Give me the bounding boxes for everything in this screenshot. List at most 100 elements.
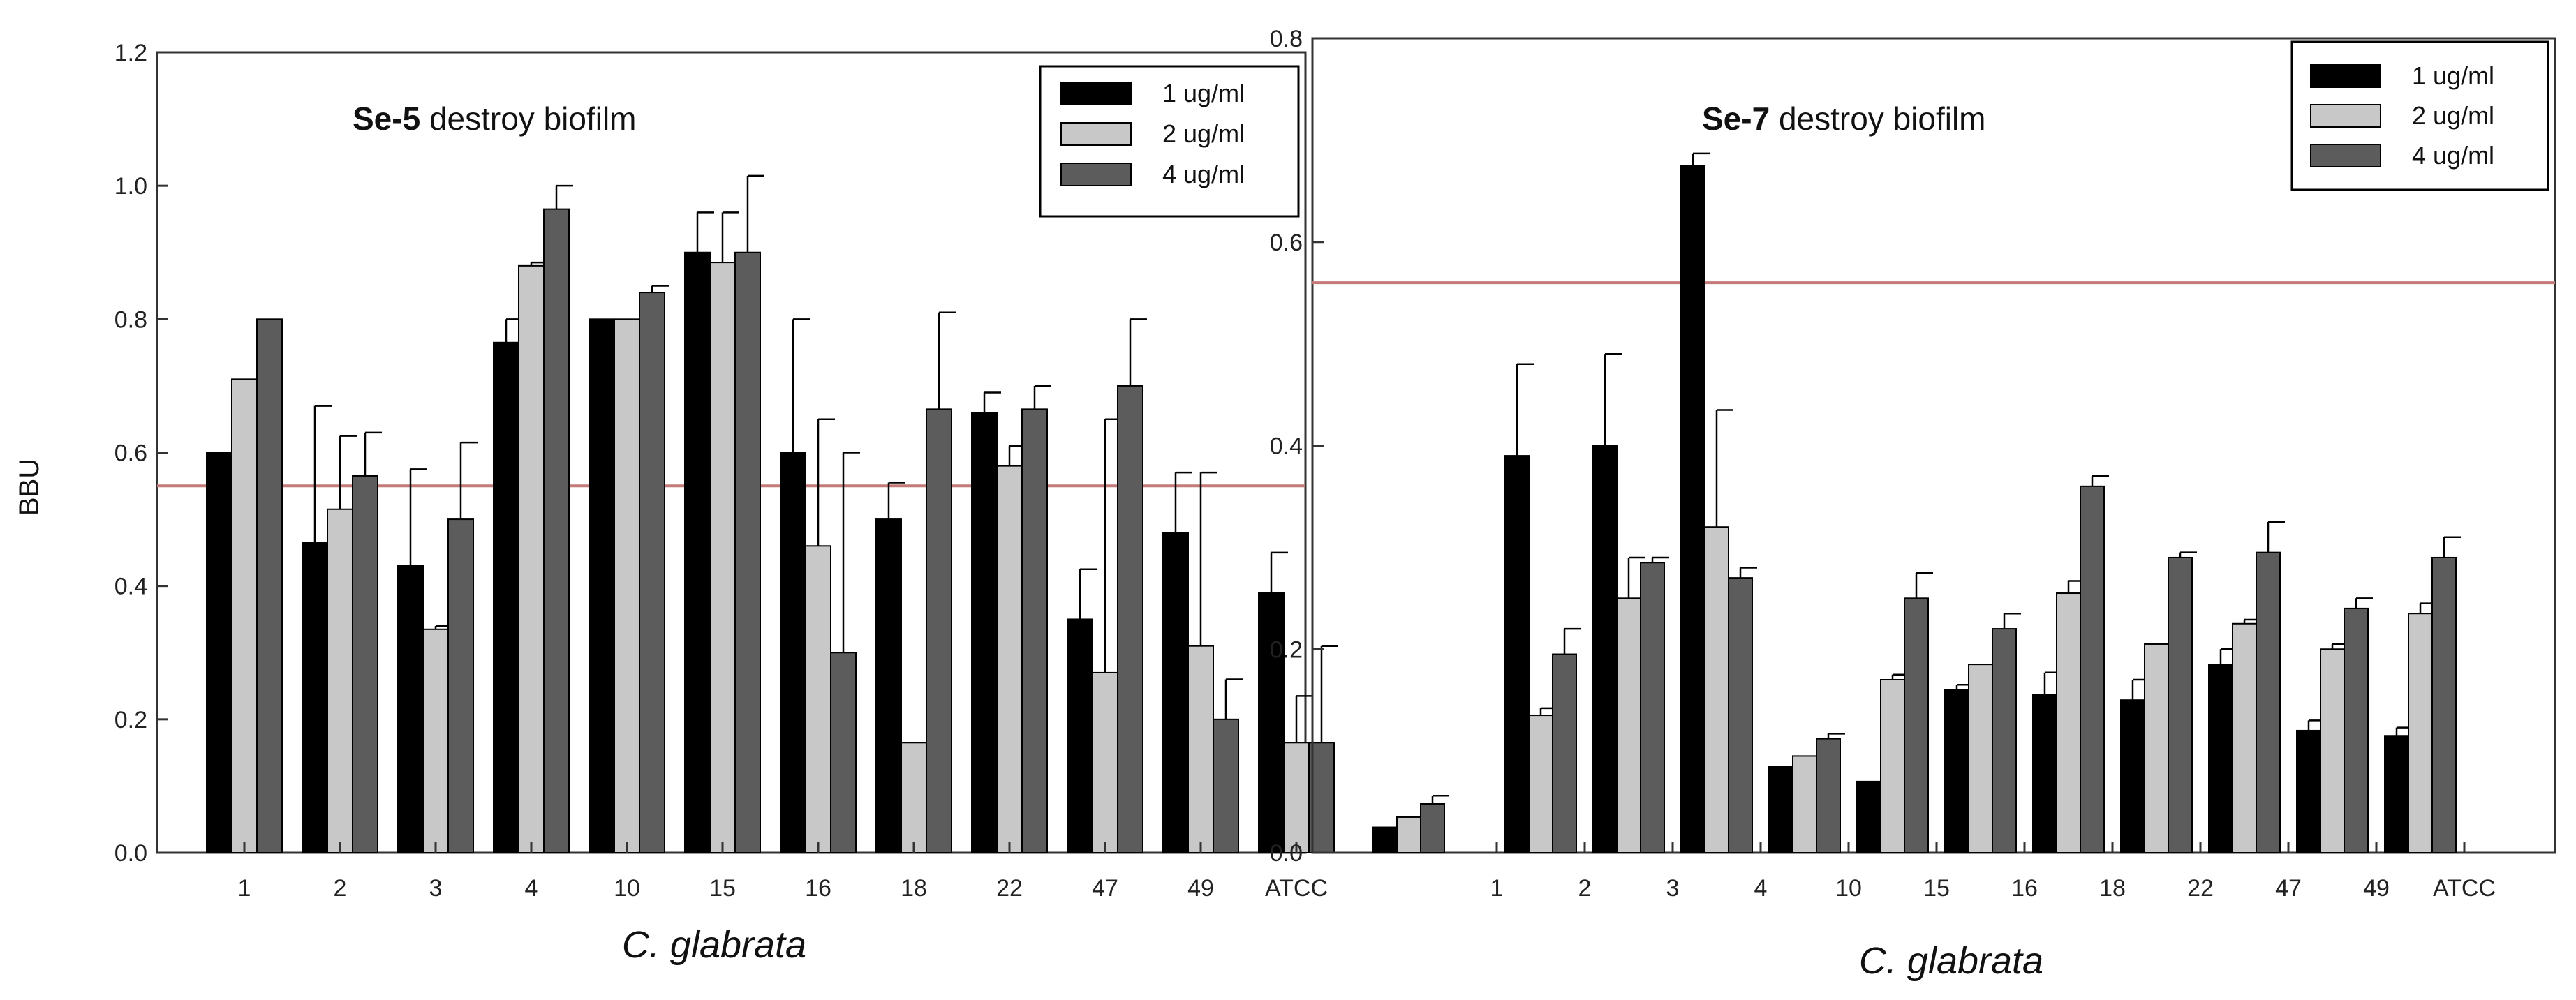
chart1-bar-18-s2 bbox=[901, 742, 927, 853]
chart2-bar-18-s3 bbox=[2168, 556, 2193, 854]
chart1-bar-15-s2 bbox=[709, 262, 736, 853]
chart1-bar-16-s2 bbox=[805, 545, 831, 853]
chart2-bar-49-s1 bbox=[2384, 735, 2409, 854]
chart1-bar-15-s3 bbox=[734, 251, 761, 853]
chart2-bar-lead-s3 bbox=[1420, 803, 1445, 853]
chart1-ytick-label: 0.2 bbox=[114, 707, 147, 733]
chart1-bar-15-s1 bbox=[684, 251, 711, 853]
chart1-bar-22-s2 bbox=[996, 465, 1023, 853]
chart2-legend-swatch-2 bbox=[2310, 104, 2381, 128]
chart1-legend-label-3: 4 ug/ml bbox=[1162, 160, 1245, 188]
chart1-bar-18-s1 bbox=[875, 518, 902, 853]
chart2-ytick-label: 0.8 bbox=[1270, 26, 1303, 52]
chart2-bar-16-s3 bbox=[2080, 485, 2105, 853]
chart2-bar-15-s2 bbox=[1968, 664, 1993, 853]
chart2-title: Se-7 destroy biofilm bbox=[1702, 100, 1986, 137]
chart1-xtick-label: 1 bbox=[238, 875, 251, 902]
chart1-bar-1-s1 bbox=[206, 452, 232, 853]
chart1-legend-swatch-3 bbox=[1060, 163, 1132, 186]
chart1-legend-label-2: 2 ug/ml bbox=[1162, 119, 1245, 148]
chart2-bar-4-s2 bbox=[1792, 755, 1817, 853]
chart2-bar-3-s2 bbox=[1704, 526, 1729, 853]
chart1-xtick-label: 3 bbox=[429, 875, 443, 902]
chart2-bar-1-s3 bbox=[1552, 653, 1577, 853]
chart2-bar-15-s3 bbox=[1992, 628, 2017, 853]
chart2-xtick-label: 2 bbox=[1578, 875, 1592, 902]
chart2-xtick-label: 22 bbox=[2187, 875, 2214, 902]
chart1-xtick-label: 16 bbox=[805, 875, 831, 902]
chart2-xtick-label: 3 bbox=[1666, 875, 1680, 902]
chart1-ytick-label: 0.0 bbox=[114, 840, 147, 867]
chart2-xtick-label: 1 bbox=[1490, 875, 1504, 902]
chart1-plot: 0.0 0.2 0.4 0.6 0.8 1.0 1.2 1 2 3 4 10 15 16 18 22 47 49 A… bbox=[114, 40, 1338, 902]
chart2-bar-2-s2 bbox=[1616, 597, 1641, 853]
chart2-bar-16-s2 bbox=[2056, 592, 2081, 853]
chart2-bar-3-s3 bbox=[1728, 577, 1753, 853]
chart2-bar-18-s2 bbox=[2144, 643, 2169, 853]
chart2-xtick-label: 10 bbox=[1835, 875, 1862, 902]
chart2-bar-10-s1 bbox=[1856, 780, 1881, 853]
chart2-xtick-label: 47 bbox=[2275, 875, 2302, 902]
chart1-ytick-label: 0.8 bbox=[114, 306, 147, 333]
chart2-legend-label-3: 4 ug/ml bbox=[2412, 141, 2494, 170]
chart2-legend-label-1: 1 ug/ml bbox=[2412, 61, 2494, 90]
chart1-bar-49-s3 bbox=[1213, 718, 1239, 854]
chart2-bar-10-s2 bbox=[1880, 679, 1905, 854]
chart2-bar-1-s2 bbox=[1528, 715, 1553, 853]
chart2-bar-47-s2 bbox=[2320, 648, 2345, 853]
chart2-bar-1-s1 bbox=[1504, 455, 1530, 853]
chart1-xtick-label: 4 bbox=[525, 875, 538, 902]
chart2-ytick-label: 0.6 bbox=[1270, 230, 1303, 256]
chart1-bar-4-s2 bbox=[518, 264, 545, 854]
chart1-bar-1-s2 bbox=[231, 378, 258, 853]
chart2-bar-4-s1 bbox=[1768, 766, 1793, 853]
chart2-xlabel: C. glabrata bbox=[1859, 940, 2043, 982]
chart2-ytick-label: 0.0 bbox=[1270, 840, 1303, 867]
chart1-ylabel: BBU bbox=[14, 458, 45, 516]
chart2-title-bold: Se-7 bbox=[1702, 100, 1770, 137]
chart2-bar-47-s1 bbox=[2296, 729, 2321, 853]
chart2-legend-swatch-3 bbox=[2310, 144, 2381, 167]
chart1-bar-3-s3 bbox=[447, 518, 474, 853]
chart1-bar-3-s1 bbox=[397, 565, 424, 853]
chart2-legend: 1 ug/ml 2 ug/ml 4 ug/ml bbox=[2290, 40, 2549, 191]
chart1-bar-16-s1 bbox=[780, 452, 806, 853]
chart2-legend-swatch-1 bbox=[2310, 64, 2381, 88]
chart2-bar-18-s1 bbox=[2120, 699, 2145, 853]
chart1-bar-10-s2 bbox=[614, 318, 640, 854]
chart1-xtick-label: ATCC bbox=[1265, 875, 1328, 902]
chart1-bar-16-s3 bbox=[830, 652, 857, 853]
chart2-xtick-label: 18 bbox=[2099, 875, 2126, 902]
chart1-ytick-label: 1.2 bbox=[114, 40, 147, 66]
chart1-bar-22-s1 bbox=[971, 412, 998, 853]
chart1-bar-49-s2 bbox=[1187, 645, 1214, 853]
chart1-xtick-label: 2 bbox=[334, 875, 347, 902]
chart2-bar-10-s3 bbox=[1904, 597, 1929, 853]
chart1-bar-ATCC-s2 bbox=[1283, 742, 1310, 853]
chart2-ytick-label: 0.4 bbox=[1270, 433, 1303, 460]
chart2-bar-22-s2 bbox=[2232, 622, 2257, 853]
chart1-legend-swatch-1 bbox=[1060, 82, 1132, 105]
chart2-xtick-label: ATCC bbox=[2433, 875, 2496, 902]
chart2-bar-47-s3 bbox=[2344, 607, 2369, 854]
chart1-bar-2-s2 bbox=[327, 508, 353, 854]
chart2-ytick-label: 0.2 bbox=[1270, 636, 1303, 663]
chart1-xtick-label: 47 bbox=[1092, 875, 1118, 902]
chart2-legend-label-2: 2 ug/ml bbox=[2412, 101, 2494, 130]
chart1-ytick-label: 1.0 bbox=[114, 173, 147, 200]
chart1-bar-2-s1 bbox=[302, 542, 328, 853]
chart1-xtick-label: 22 bbox=[996, 875, 1023, 902]
chart2-bar-lead-s1 bbox=[1372, 826, 1398, 853]
chart2-plot: 0.0 0.2 0.4 0.6 0.8 1 2 3 4 10 15 16 18 22 47 49 ATCC bbox=[1270, 26, 2556, 902]
chart1-legend: 1 ug/ml 2 ug/ml 4 ug/ml bbox=[1039, 65, 1300, 218]
chart1-title: Se-5 destroy biofilm bbox=[353, 100, 637, 137]
chart1-bar-10-s1 bbox=[589, 318, 615, 854]
chart1-xtick-label: 49 bbox=[1187, 875, 1214, 902]
chart2-bar-15-s1 bbox=[1944, 689, 1969, 853]
chart2-xtick-label: 15 bbox=[1923, 875, 1950, 902]
chart1-xtick-label: 18 bbox=[901, 875, 927, 902]
chart1-xtick-label: 10 bbox=[614, 875, 640, 902]
chart2-bar-3-s1 bbox=[1680, 165, 1705, 853]
chart1-legend-swatch-2 bbox=[1060, 122, 1132, 146]
